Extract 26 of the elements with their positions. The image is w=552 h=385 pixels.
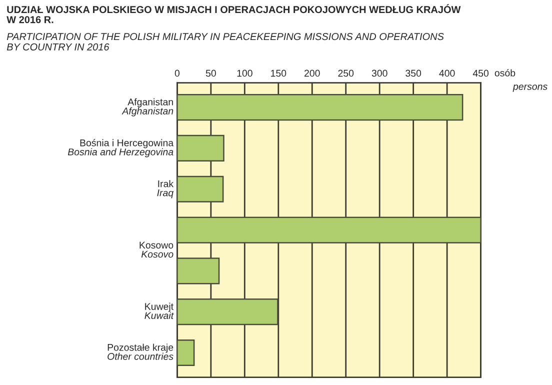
- bar: [177, 216, 481, 244]
- x-axis-title: osób persons: [494, 69, 548, 92]
- bar: [177, 258, 220, 284]
- bar: [177, 298, 278, 326]
- bar: [177, 176, 224, 202]
- chart-subtitle: PARTICIPATION OF THE POLISH MILITARY IN PEACEKEEPING MISSIONS AND OPERATIONS BY COUNTRY IN 2016: [6, 32, 444, 50]
- y-tick-label: Kosowo Kosovo: [140, 242, 174, 258]
- y-tick-label: Pozostałe kraje Other countries: [108, 344, 174, 360]
- x-tick-label: 50: [206, 70, 216, 77]
- x-tick-label: 100: [237, 70, 252, 77]
- x-tick-label: 350: [406, 70, 422, 77]
- x-tick-label: 300: [372, 70, 388, 77]
- y-tick-label: Irak Iraq: [157, 180, 174, 198]
- x-tick-label: 450: [472, 70, 489, 77]
- x-tick-label: 200: [304, 70, 320, 77]
- x-tick-label: 400: [439, 70, 455, 77]
- y-tick-label: Kuwejt Kuwait: [144, 302, 174, 319]
- x-tick-label: 0: [174, 70, 180, 77]
- y-tick-label: Afganistan Afghanistan: [122, 98, 174, 116]
- y-tick-label: Bośnia i Hercegowina Bosnia and Herzegovina: [68, 139, 174, 158]
- bar: [177, 339, 195, 366]
- bar: [177, 94, 464, 121]
- chart-title: UDZIAŁ WOJSKA POLSKIEGO W MISJACH I OPERACJACH POKOJOWYCH WEDŁUG KRAJÓW W 2016 R.: [6, 4, 461, 24]
- x-tick-label: 250: [338, 70, 354, 77]
- bar: [177, 134, 224, 162]
- x-tick-label: 150: [271, 70, 286, 77]
